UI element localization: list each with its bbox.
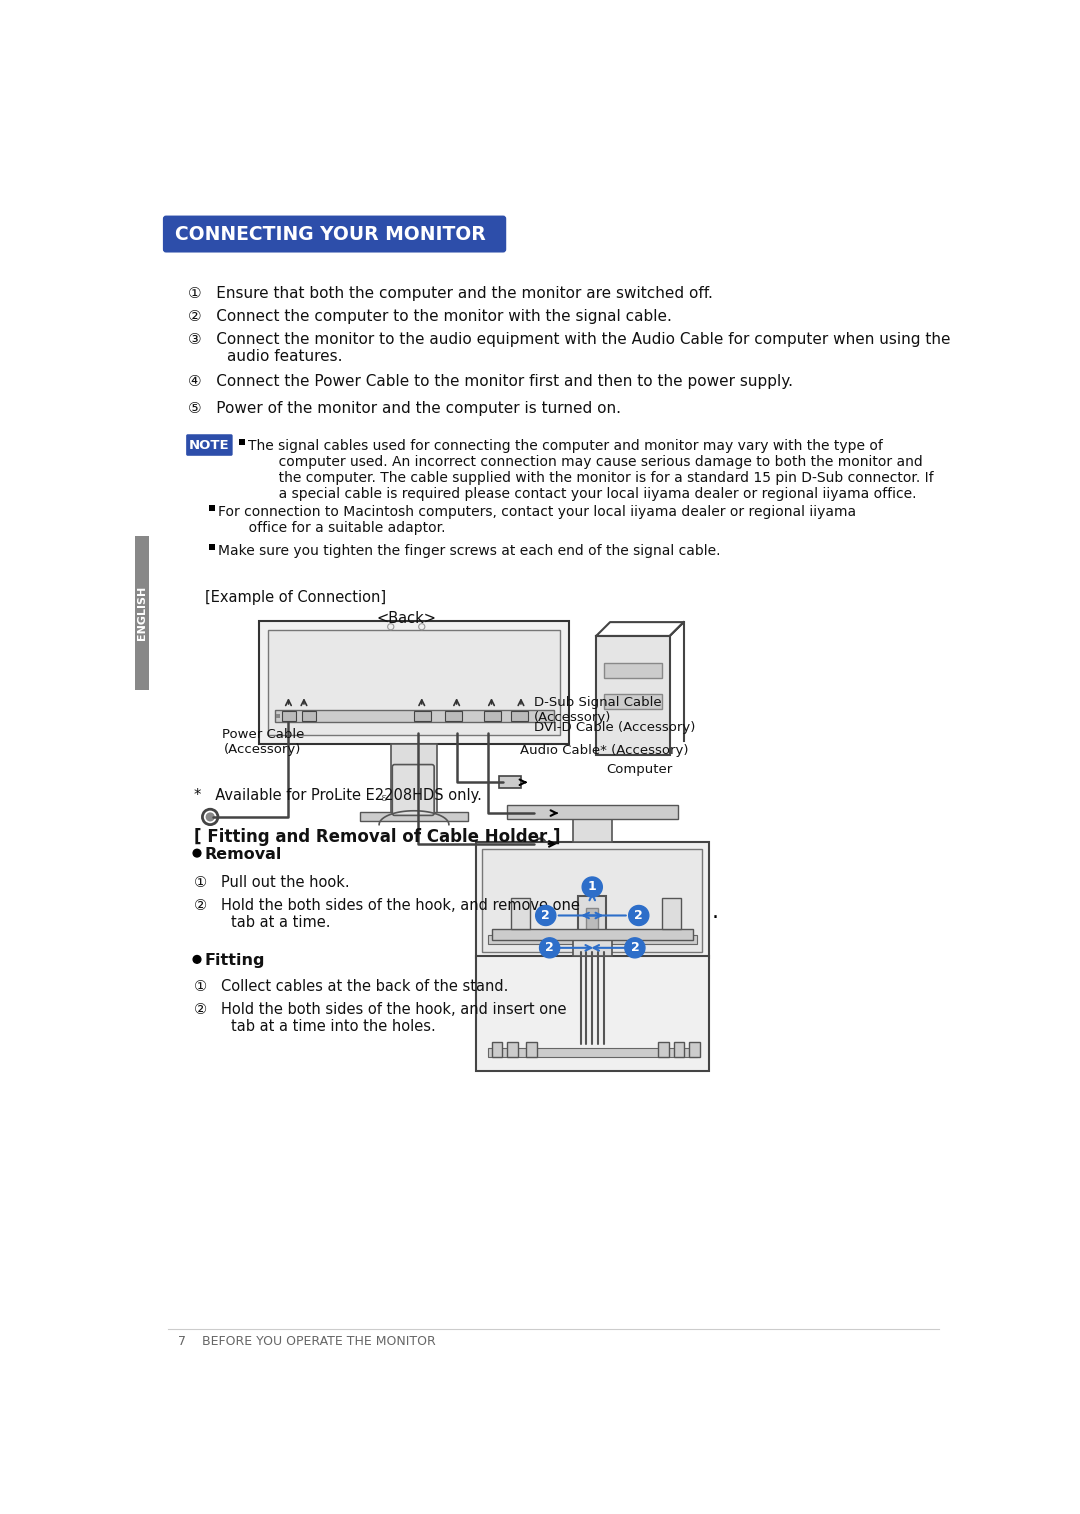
Bar xyxy=(658,1042,669,1057)
Bar xyxy=(282,712,296,721)
Text: ε: ε xyxy=(380,793,386,802)
Bar xyxy=(499,777,521,789)
Bar xyxy=(259,621,569,743)
Text: ⑤   Power of the monitor and the computer is turned on.: ⑤ Power of the monitor and the computer … xyxy=(188,401,621,416)
Text: .: . xyxy=(712,902,718,922)
Bar xyxy=(572,819,611,842)
Text: *   Available for ProLite E2208HDS only.: * Available for ProLite E2208HDS only. xyxy=(194,789,482,804)
Text: CONNECTING YOUR MONITOR: CONNECTING YOUR MONITOR xyxy=(175,224,486,244)
Text: NOTE: NOTE xyxy=(189,439,230,451)
Text: Make sure you tighten the finger screws at each end of the signal cable.: Make sure you tighten the finger screws … xyxy=(218,544,720,557)
Bar xyxy=(596,636,670,755)
Bar xyxy=(476,955,708,1070)
Text: <Back>: <Back> xyxy=(376,612,436,627)
Text: D-Sub Signal Cable
(Accessory): D-Sub Signal Cable (Accessory) xyxy=(535,696,662,724)
Bar xyxy=(530,807,552,819)
Bar xyxy=(507,1042,517,1057)
Bar xyxy=(572,940,611,955)
Bar xyxy=(488,934,697,945)
Bar xyxy=(476,842,708,958)
Circle shape xyxy=(193,849,201,857)
Circle shape xyxy=(629,905,649,925)
Text: Computer: Computer xyxy=(606,763,673,777)
Text: [ Fitting and Removal of Cable Holder ]: [ Fitting and Removal of Cable Holder ] xyxy=(194,828,561,846)
Circle shape xyxy=(193,955,201,963)
Bar xyxy=(360,812,469,821)
Bar xyxy=(491,928,693,940)
Text: DVI-D Cable (Accessory): DVI-D Cable (Accessory) xyxy=(535,721,696,734)
Circle shape xyxy=(582,877,603,896)
Bar xyxy=(208,506,215,512)
Bar xyxy=(488,1048,697,1057)
Circle shape xyxy=(540,937,559,958)
Text: ①   Ensure that both the computer and the monitor are switched off.: ① Ensure that both the computer and the … xyxy=(188,286,713,301)
Circle shape xyxy=(625,937,645,958)
Text: For connection to Macintosh computers, contact your local iiyama dealer or regio: For connection to Macintosh computers, c… xyxy=(218,506,856,536)
Text: ENGLISH: ENGLISH xyxy=(137,586,147,640)
Text: 1: 1 xyxy=(588,881,596,893)
Text: ④   Connect the Power Cable to the monitor first and then to the power supply.: ④ Connect the Power Cable to the monitor… xyxy=(188,374,793,389)
Bar xyxy=(208,544,215,550)
Bar xyxy=(511,712,528,721)
FancyBboxPatch shape xyxy=(186,435,232,456)
Bar xyxy=(239,439,245,445)
Bar xyxy=(484,712,501,721)
Bar xyxy=(604,693,662,709)
Bar xyxy=(268,630,559,734)
Text: 2: 2 xyxy=(545,942,554,954)
Text: Fitting: Fitting xyxy=(205,954,266,969)
Text: ②   Hold the both sides of the hook, and insert one
        tab at a time into t: ② Hold the both sides of the hook, and i… xyxy=(194,1002,566,1034)
Bar xyxy=(482,848,702,952)
FancyBboxPatch shape xyxy=(392,765,434,816)
Bar xyxy=(586,908,598,931)
Bar xyxy=(689,1042,700,1057)
Bar xyxy=(301,712,315,721)
Circle shape xyxy=(206,813,214,821)
Bar xyxy=(526,1042,537,1057)
Text: ①   Collect cables at the back of the stand.: ① Collect cables at the back of the stan… xyxy=(194,978,509,993)
Text: 2: 2 xyxy=(631,942,639,954)
Bar xyxy=(276,713,280,718)
Bar xyxy=(491,1042,502,1057)
Bar xyxy=(604,663,662,678)
Text: 2: 2 xyxy=(634,908,643,922)
Text: ③   Connect the monitor to the audio equipment with the Audio Cable for computer: ③ Connect the monitor to the audio equip… xyxy=(188,332,950,365)
Bar xyxy=(674,1042,685,1057)
Bar xyxy=(274,710,554,722)
Text: 7    BEFORE YOU OPERATE THE MONITOR: 7 BEFORE YOU OPERATE THE MONITOR xyxy=(177,1335,435,1347)
FancyBboxPatch shape xyxy=(163,215,507,253)
Circle shape xyxy=(536,905,556,925)
Bar xyxy=(578,896,606,934)
Text: ①   Pull out the hook.: ① Pull out the hook. xyxy=(194,875,350,890)
Text: Removal: Removal xyxy=(205,846,282,861)
Text: The signal cables used for connecting the computer and monitor may vary with the: The signal cables used for connecting th… xyxy=(248,439,934,501)
Text: Audio Cable* (Accessory): Audio Cable* (Accessory) xyxy=(521,743,689,757)
Text: 2: 2 xyxy=(541,908,550,922)
Bar xyxy=(391,743,437,818)
Bar xyxy=(135,536,149,690)
Text: [Example of Connection]: [Example of Connection] xyxy=(205,590,386,604)
Bar xyxy=(507,805,677,819)
Text: ②   Hold the both sides of the hook, and remove one
        tab at a time.: ② Hold the both sides of the hook, and r… xyxy=(194,898,580,930)
Bar xyxy=(445,712,462,721)
Text: ②   Connect the computer to the monitor with the signal cable.: ② Connect the computer to the monitor wi… xyxy=(188,309,672,324)
Text: Power Cable
(Accessory): Power Cable (Accessory) xyxy=(221,728,305,757)
Bar xyxy=(511,898,530,928)
Bar xyxy=(662,898,681,928)
Bar xyxy=(414,712,431,721)
